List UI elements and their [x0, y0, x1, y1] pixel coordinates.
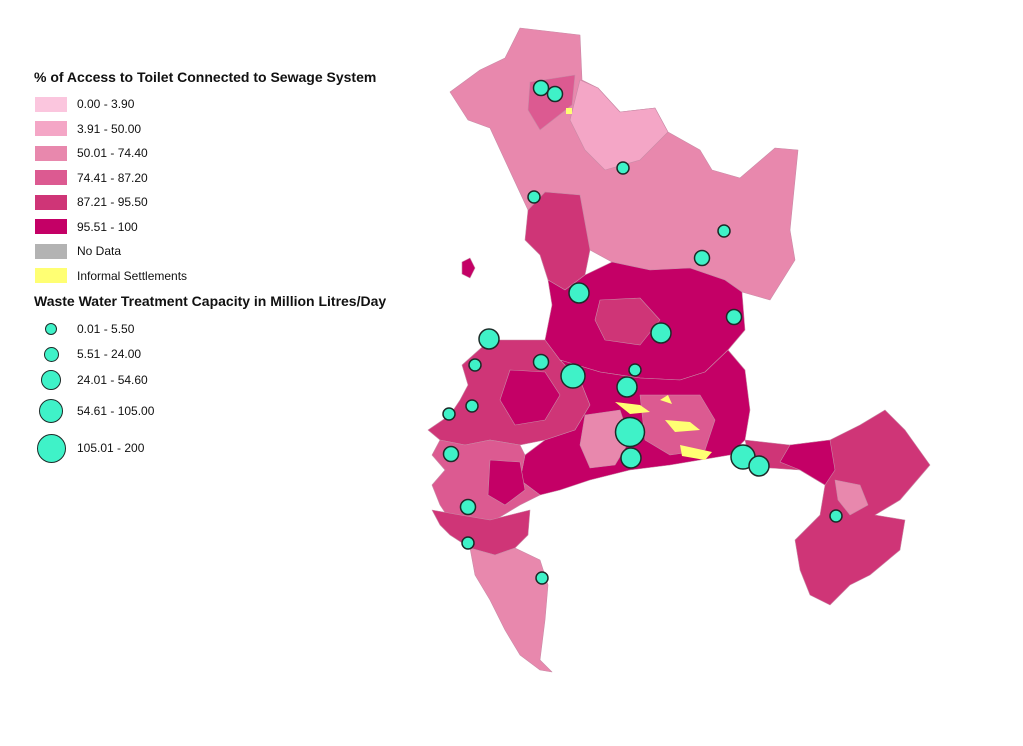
- legend-swatch: [34, 193, 68, 211]
- legend-label: 54.61 - 105.00: [77, 404, 155, 418]
- ward-region-peninsula: [431, 509, 531, 556]
- legend-swatch: [34, 120, 68, 138]
- capacity-circle-symbol: [43, 346, 59, 362]
- legend-label: Informal Settlements: [77, 268, 188, 283]
- capacity-circle-symbol: [41, 370, 61, 390]
- legend-item: 87.21 - 95.50: [34, 190, 434, 215]
- legend-label: 87.21 - 95.50: [77, 195, 148, 210]
- treatment-plant-marker: [614, 416, 646, 448]
- legend-swatch: [34, 242, 68, 260]
- legend-item: 0.00 - 3.90: [34, 92, 434, 117]
- treatment-plant-marker: [532, 79, 550, 97]
- informal-settlement-patch: [566, 108, 572, 114]
- treatment-plant-marker: [616, 376, 638, 398]
- legend-label: 50.01 - 74.40: [77, 146, 148, 161]
- legend-item: 5.51 - 24.00: [34, 342, 434, 366]
- legend-swatch: [34, 169, 68, 187]
- ward-region-peninsula-south: [469, 547, 553, 673]
- wards-layer: [427, 27, 931, 673]
- legend-label: 0.00 - 3.90: [77, 97, 135, 112]
- treatment-plant-marker: [616, 161, 630, 175]
- legend-title-access: % of Access to Toilet Connected to Sewag…: [34, 69, 377, 85]
- treatment-plant-marker: [560, 363, 586, 389]
- legend-label: 5.51 - 24.00: [77, 347, 142, 361]
- treatment-plant-marker: [532, 353, 550, 371]
- treatment-plant-marker: [459, 498, 477, 516]
- ward-region-westcoast: [524, 191, 591, 291]
- legend-item: 24.01 - 54.60: [34, 366, 434, 394]
- treatment-plant-marker: [628, 363, 642, 377]
- legend-item: 50.01 - 74.40: [34, 141, 434, 166]
- ward-region-southeast: [744, 409, 931, 606]
- treatment-plant-marker: [465, 399, 479, 413]
- treatment-plant-marker: [461, 536, 475, 550]
- legend-label: 95.51 - 100: [77, 219, 138, 234]
- legend-item: 74.41 - 87.20: [34, 166, 434, 191]
- ward-region-southeast-b: [779, 439, 836, 486]
- informal-settlement-patch: [660, 395, 672, 404]
- legend-label: 74.41 - 87.20: [77, 170, 148, 185]
- ward-region-northern-suburbs-b: [594, 297, 661, 346]
- treatment-plant-marker: [468, 358, 482, 372]
- informal-settlement-patch: [615, 402, 650, 414]
- capacity-circle-symbol: [36, 433, 66, 463]
- legend-item: 3.91 - 50.00: [34, 117, 434, 142]
- legend-label: 105.01 - 200: [77, 441, 145, 455]
- treatment-plant-marker: [442, 407, 456, 421]
- legend-label: 24.01 - 54.60: [77, 373, 148, 387]
- ward-region-city-b: [499, 369, 561, 426]
- treatment-plant-marker: [748, 455, 770, 477]
- treatment-plant-marker: [717, 224, 731, 238]
- treatment-plant-marker: [568, 282, 590, 304]
- legend-title-capacity: Waste Water Treatment Capacity in Millio…: [34, 293, 387, 309]
- treatment-plant-marker: [478, 328, 500, 350]
- legend-swatch: [34, 218, 68, 236]
- capacity-legend-list: 0.01 - 5.50 5.51 - 24.00 24.01 - 54.60 5…: [34, 316, 434, 468]
- legend-item: 95.51 - 100: [34, 215, 434, 240]
- treatment-plant-marker: [829, 509, 843, 523]
- treatment-plant-marker: [693, 249, 711, 267]
- treatment-plant-marker: [620, 447, 642, 469]
- treatment-plant-marker: [442, 445, 460, 463]
- map-legend: % of Access to Toilet Connected to Sewag…: [34, 68, 434, 468]
- ward-region-north-a: [569, 79, 669, 171]
- informal-settlements-layer: [566, 108, 712, 460]
- legend-label: No Data: [77, 244, 122, 259]
- legend-item: No Data: [34, 239, 434, 264]
- legend-label: 3.91 - 50.00: [77, 121, 142, 136]
- capacity-circle-symbol: [45, 323, 57, 335]
- legend-item: 0.01 - 5.50: [34, 316, 434, 342]
- treatment-plant-marker: [725, 308, 743, 326]
- capacity-circle-symbol: [39, 399, 63, 423]
- informal-settlement-patch: [665, 420, 700, 432]
- treatment-plants-layer: [442, 79, 843, 585]
- treatment-plant-marker: [546, 85, 564, 103]
- access-legend-list: 0.00 - 3.90 3.91 - 50.00 50.01 - 74.40 7…: [34, 92, 434, 288]
- ward-region-southeast-c: [834, 479, 869, 516]
- legend-item: Informal Settlements: [34, 264, 434, 289]
- treatment-plant-marker: [650, 322, 672, 344]
- treatment-plant-marker: [535, 571, 549, 585]
- legend-swatch: [34, 144, 68, 162]
- ward-region-southwest-b: [487, 459, 526, 506]
- treatment-plant-marker: [527, 190, 541, 204]
- ward-region-island: [461, 257, 476, 279]
- legend-label: 0.01 - 5.50: [77, 322, 135, 336]
- legend-swatch: [34, 267, 68, 285]
- legend-swatch: [34, 95, 68, 113]
- informal-settlement-patch: [680, 445, 712, 460]
- legend-item: 54.61 - 105.00: [34, 394, 434, 428]
- legend-item: 105.01 - 200: [34, 428, 434, 468]
